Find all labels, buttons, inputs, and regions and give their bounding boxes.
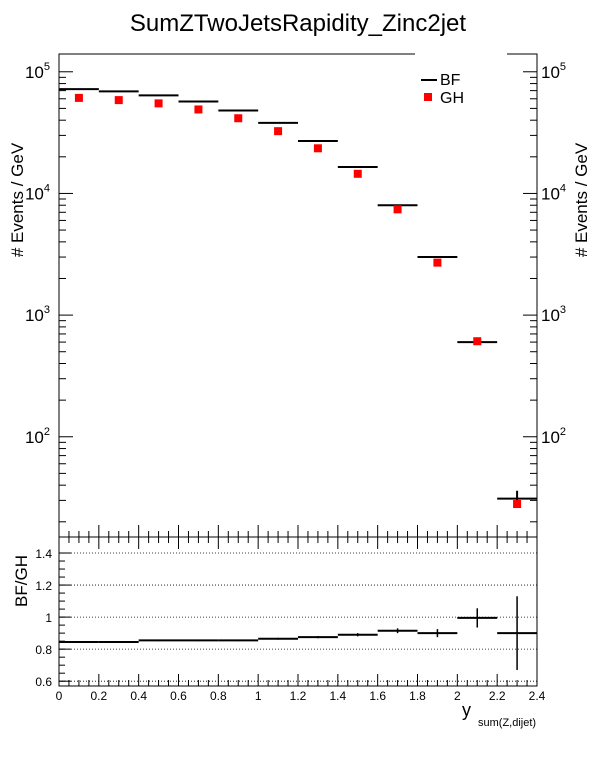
gh-marker	[154, 99, 163, 108]
gh-marker	[433, 258, 442, 267]
ratio-y-axis-label: BF/GH	[12, 555, 31, 607]
gh-marker	[473, 337, 482, 346]
main-y-axis-label: # Events / GeV	[8, 142, 27, 257]
main-y-tick-label-exp: 2	[560, 426, 566, 438]
legend-mask	[415, 50, 507, 58]
gh-marker	[393, 205, 402, 214]
main-y-tick-label-base: 10	[541, 428, 560, 447]
main-y-tick-label-right: 105	[541, 61, 566, 82]
x-axis-label-subscript: sum(Z,dijet)	[478, 717, 536, 729]
main-y-tick-label-exp: 2	[44, 426, 50, 438]
gh-marker	[274, 127, 283, 136]
ratio-y-tick-label: 1	[45, 611, 52, 625]
main-y-tick-label-base: 10	[25, 306, 44, 325]
main-y-tick-label-exp: 5	[560, 61, 566, 73]
main-y-tick-label: 103	[25, 304, 50, 325]
ratio-panel: 0.6 0.8 1 1.2 1.4 0 0.2 0.4 0.6 0.8 1 1.2 1.4 1.6 1.8…	[12, 536, 546, 729]
main-y-tick-label-base: 10	[25, 63, 44, 82]
gh-marker	[353, 169, 362, 178]
legend-gh-marker	[424, 93, 432, 101]
gh-marker	[234, 114, 243, 123]
gh-marker	[74, 93, 83, 102]
gh-marker	[114, 96, 123, 105]
main-y-tick-label-base: 10	[25, 428, 44, 447]
ratio-x-tick-label: 0.8	[210, 689, 227, 703]
legend-bf-label: BF	[440, 72, 461, 89]
main-y-tick-label-base: 10	[25, 184, 44, 203]
main-y-tick-label: 102	[25, 426, 50, 447]
gh-marker	[513, 500, 522, 509]
ratio-x-tick-label: 2	[454, 689, 461, 703]
ratio-y-tick-label: 0.6	[35, 675, 52, 689]
main-y-tick-label-exp: 4	[560, 182, 566, 194]
ratio-y-tick-label: 0.8	[35, 643, 52, 657]
main-y-tick-label-base: 10	[541, 184, 560, 203]
ratio-x-tick-label: 1.6	[369, 689, 386, 703]
main-y-tick-label-right: 104	[541, 182, 566, 203]
gh-marker	[313, 144, 322, 153]
ratio-y-tick-label: 1.4	[35, 547, 52, 561]
ratio-x-tick-label: 1.8	[409, 689, 426, 703]
x-axis-label-main: y	[462, 700, 471, 720]
ratio-x-tick-label: 0.6	[170, 689, 187, 703]
main-y-tick-label: 104	[25, 182, 50, 203]
main-y-tick-label-exp: 3	[44, 304, 50, 316]
ratio-x-tick-label: 2.4	[529, 689, 546, 703]
x-axis-label: y sum(Z,dijet)	[462, 700, 536, 729]
main-y-tick-label-exp: 3	[560, 304, 566, 316]
main-y-tick-label: 105	[25, 61, 50, 82]
legend: BF GH	[421, 72, 464, 107]
main-y-tick-label-base: 10	[541, 63, 560, 82]
main-y-tick-label-right: 103	[541, 304, 566, 325]
ratio-x-tick-label: 0.2	[90, 689, 107, 703]
ratio-x-tick-label: 2.2	[489, 689, 506, 703]
main-y-tick-label-base: 10	[541, 306, 560, 325]
chart-title: SumZTwoJetsRapidity_Zinc2jet	[130, 10, 466, 37]
ratio-x-tick-label: 0.4	[130, 689, 147, 703]
main-y-tick-label-exp: 4	[44, 182, 50, 194]
ratio-x-tick-label: 1.2	[290, 689, 307, 703]
ratio-x-tick-label: 1.4	[329, 689, 346, 703]
main-y-tick-label-right: 102	[541, 426, 566, 447]
legend-gh-label: GH	[440, 90, 464, 107]
gh-marker	[194, 105, 203, 114]
main-y-axis-label-right: # Events / GeV	[572, 142, 591, 257]
ratio-x-tick-label: 1	[255, 689, 262, 703]
main-y-tick-label-exp: 5	[44, 61, 50, 73]
ratio-x-tick-label: 0	[56, 689, 63, 703]
ratio-y-tick-label: 1.2	[35, 579, 52, 593]
